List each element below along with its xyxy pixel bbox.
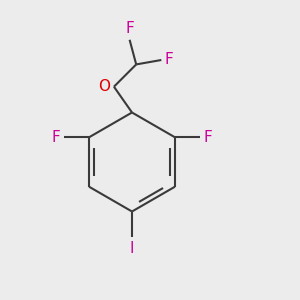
Text: F: F (51, 130, 60, 145)
Text: F: F (165, 52, 174, 68)
Text: F: F (125, 21, 134, 36)
Text: I: I (130, 241, 134, 256)
Text: F: F (204, 130, 213, 145)
Text: O: O (98, 79, 110, 94)
